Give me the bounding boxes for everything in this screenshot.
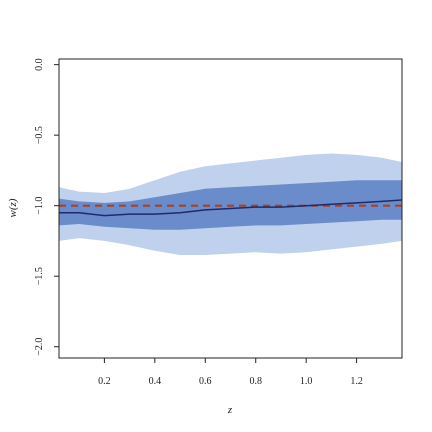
x-axis-label: z: [227, 404, 233, 416]
y-axis-label: w(z): [7, 198, 19, 217]
x-tick-label: 0.4: [149, 376, 162, 387]
y-axis: 0.0 −0.5 −1.0 −1.5 −2.0: [34, 58, 59, 356]
plot-frame: [58, 58, 403, 359]
y-tick-label: −0.5: [34, 126, 45, 144]
y-tick-label: 0.0: [34, 58, 45, 71]
y-tick-label: −1.5: [34, 267, 45, 285]
x-tick-label: 0.8: [249, 376, 262, 387]
x-tick-label: 1.2: [350, 376, 363, 387]
x-tick-label: 1.0: [300, 376, 313, 387]
x-axis: 0.2 0.4 0.6 0.8 1.0 1.2: [98, 358, 363, 387]
y-tick-label: −1.0: [34, 197, 45, 215]
median-line: [59, 199, 403, 217]
x-tick-label: 0.6: [199, 376, 212, 387]
y-tick-label: −2.0: [34, 338, 45, 356]
plot-area: [59, 153, 403, 255]
x-tick-label: 0.2: [98, 376, 111, 387]
